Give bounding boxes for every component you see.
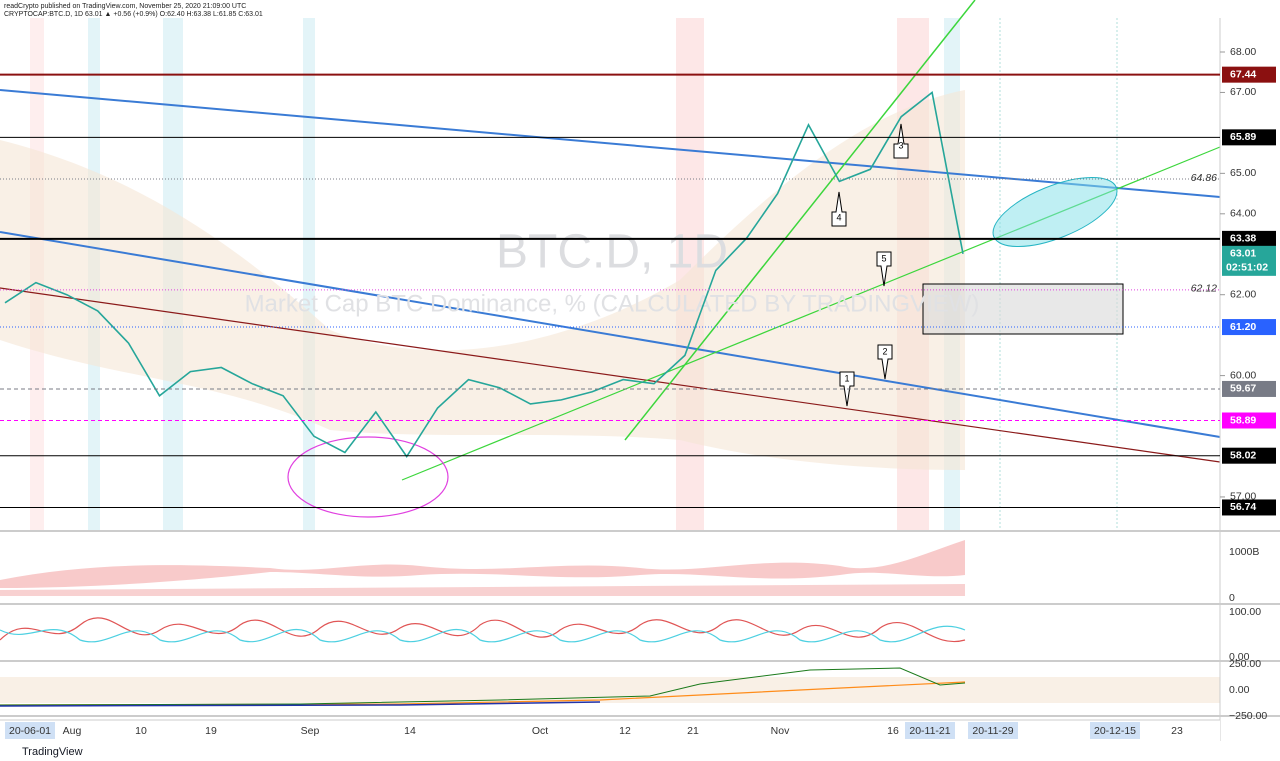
time-axis-label: Sep: [301, 725, 320, 737]
time-axis-label: 16: [887, 725, 899, 737]
publisher-line: readCrypto published on TradingView.com,…: [4, 3, 246, 10]
price-tick-label: 62.00: [1230, 288, 1256, 300]
callout: [893, 123, 909, 159]
level-tag: [1222, 499, 1276, 516]
time-axis-label: Oct: [532, 725, 548, 737]
time-tag: [905, 722, 955, 739]
oscillator: [0, 617, 966, 643]
level-tag: [1222, 129, 1276, 146]
footer-brand: TradingView: [22, 746, 83, 758]
time-axis-label: 14: [404, 725, 416, 737]
time-axis-label: 20-06-01: [9, 725, 51, 737]
indicator-axis-label: 1000B: [1229, 546, 1259, 558]
price-tick-label: 64.00: [1230, 208, 1256, 220]
callout: [831, 191, 847, 227]
last-price-tag: [1222, 245, 1276, 276]
time-axis-label: 19: [205, 725, 217, 737]
range-box: [922, 283, 1124, 335]
time-axis-label: Nov: [771, 725, 790, 737]
trendline: [624, 0, 976, 441]
watermark-symbol: BTC.D, 1D: [496, 226, 728, 279]
volume-cloud: [0, 540, 965, 588]
level-tag: [1222, 447, 1276, 464]
time-axis-label: 23: [1171, 725, 1183, 737]
indicator-panes: [0, 530, 1280, 717]
level-tag: [1222, 66, 1276, 83]
countdown-label: 02:51:02: [1226, 262, 1268, 274]
level-tag: [1222, 380, 1276, 397]
time-tag: [968, 722, 1018, 739]
generated-layer: 68.0067.0065.0064.0062.0060.0057.0067.44…: [0, 46, 1276, 739]
trendline: [0, 287, 1221, 463]
indicator-axis-label: 100.00: [1229, 606, 1261, 618]
price-tick-label: 60.00: [1230, 369, 1256, 381]
indicator-axis-label: 0.00: [1229, 684, 1250, 696]
watermark-description: Market Cap BTC Dominance, % (CALCULATED …: [245, 290, 980, 317]
level-tag-label: 58.02: [1230, 449, 1256, 461]
level-tag: [1222, 412, 1276, 429]
time-axis-label: 10: [135, 725, 147, 737]
time-axis-label: Aug: [63, 725, 82, 737]
trendline: [0, 89, 1221, 198]
level-tag-label: 59.67: [1230, 383, 1256, 395]
indicator-axis-label: 250.00: [1229, 658, 1261, 670]
level-tag-label: 56.74: [1230, 501, 1256, 513]
price-tick-label: 67.00: [1230, 86, 1256, 98]
indicator-axis-label: 0.00: [1229, 651, 1250, 663]
volume-bars: [0, 584, 965, 596]
chart-level-label: 64.86: [1191, 172, 1217, 184]
time-tag: [1090, 722, 1140, 739]
oscillator-signal: [0, 625, 966, 643]
main-pane: [0, 0, 1221, 530]
callout: [876, 251, 892, 287]
time-axis-bg: [0, 720, 1220, 741]
time-axis-label: 12: [619, 725, 631, 737]
last-price-label: 63.01: [1230, 248, 1256, 260]
time-axis-label: 20-12-15: [1094, 725, 1136, 737]
trendline: [0, 231, 1221, 438]
wave-label: 5: [881, 253, 886, 263]
level-tag-label: 58.89: [1230, 414, 1256, 426]
price-tick-label: 65.00: [1230, 167, 1256, 179]
level-tag: [1222, 230, 1276, 247]
highlight-ellipse: [287, 436, 449, 518]
time-tag: [5, 722, 55, 739]
wave-label: 4: [836, 212, 841, 222]
time-axis-label: 20-11-21: [909, 725, 950, 737]
level-tag-label: 61.20: [1230, 321, 1256, 333]
level-tag: [1222, 319, 1276, 336]
indicator-line: [0, 701, 601, 707]
indicator-line: [0, 667, 966, 706]
level-tag-label: 67.44: [1230, 68, 1256, 80]
chart-level-label: 62.12: [1191, 283, 1217, 295]
target-ellipse: [992, 176, 1118, 248]
indicator-axis-label: −250.00: [1229, 710, 1267, 722]
highlight-stripe: [303, 18, 315, 530]
wave-label: 1: [844, 373, 849, 383]
time-axis-label: 21: [687, 725, 699, 737]
wave-label: 3: [898, 140, 903, 150]
indicator-axis-label: 0: [1229, 592, 1235, 604]
cloud-band: [0, 90, 965, 470]
level-tag-label: 65.89: [1230, 131, 1256, 143]
symbol-line: CRYPTOCAP:BTC.D, 1D 63.01 ▲ +0.56 (+0.9%…: [4, 11, 263, 18]
level-tag-label: 63.38: [1230, 233, 1256, 245]
callout: [877, 344, 893, 380]
price-line: [4, 91, 964, 458]
wave-label: 2: [882, 346, 887, 356]
price-tick-label: 68.00: [1230, 46, 1256, 58]
time-axis-label: 20-11-29: [972, 725, 1013, 737]
indicator-band: [0, 677, 1220, 703]
